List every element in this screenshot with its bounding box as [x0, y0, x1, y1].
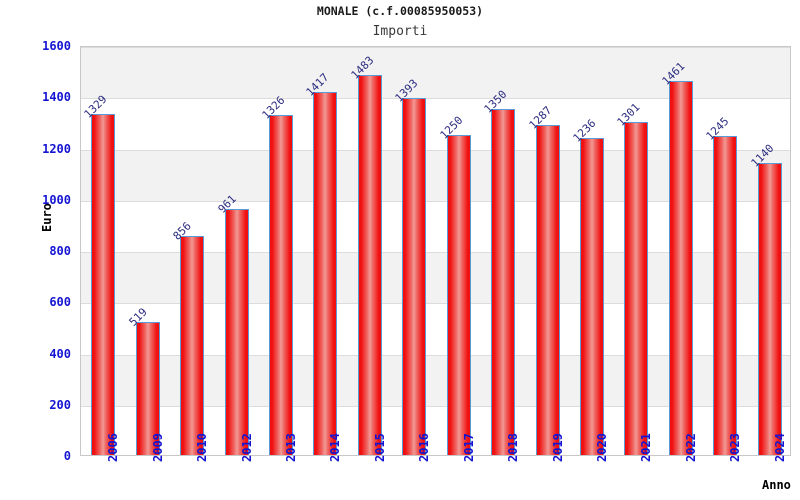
x-axis-title: Anno	[762, 478, 791, 492]
y-axis-tick: 1000	[42, 192, 71, 207]
gridline	[81, 201, 790, 202]
x-axis-tick: 2020	[595, 433, 610, 462]
x-axis-tick: 2024	[772, 433, 787, 462]
bar[interactable]	[313, 91, 338, 455]
x-axis-tick: 2009	[150, 433, 165, 462]
gridline	[81, 252, 790, 253]
bar[interactable]	[535, 125, 560, 455]
x-axis-tick: 2010	[195, 433, 210, 462]
x-axis-tick: 2019	[550, 433, 565, 462]
y-axis-tick: 1600	[42, 39, 71, 53]
x-axis-tick: 2006	[106, 433, 121, 462]
bar[interactable]	[91, 114, 116, 455]
bar[interactable]	[491, 109, 516, 455]
y-axis-tick: 600	[49, 295, 71, 310]
chart-title: MONALE (c.f.00085950053)	[316, 4, 484, 18]
bar[interactable]	[268, 115, 293, 455]
y-axis-tick: 400	[49, 346, 71, 361]
bar[interactable]	[624, 121, 649, 455]
x-axis-tick: 2013	[283, 433, 298, 462]
plot-area	[80, 46, 791, 456]
x-axis-tick: 2016	[417, 433, 432, 462]
x-axis-tick: 2017	[461, 433, 476, 462]
x-axis-tick: 2018	[506, 433, 521, 462]
gridline	[81, 47, 790, 48]
gridline	[81, 150, 790, 151]
bar[interactable]	[668, 80, 693, 455]
bar[interactable]	[580, 138, 605, 455]
bar[interactable]	[180, 235, 205, 455]
x-axis-tick: 2021	[639, 433, 654, 462]
x-axis-tick: 2014	[328, 433, 343, 462]
y-axis-tick: 200	[49, 397, 71, 412]
bar[interactable]	[757, 162, 782, 455]
x-axis-tick: 2023	[728, 433, 743, 462]
bar[interactable]	[224, 208, 249, 455]
gridline	[81, 406, 790, 407]
y-axis-title: Euro	[40, 203, 54, 232]
y-axis-tick: 1200	[42, 141, 71, 156]
gridline	[81, 98, 790, 99]
y-axis-tick: 800	[49, 244, 71, 258]
gridline	[81, 303, 790, 304]
y-axis-tick: 0	[63, 449, 71, 463]
bar[interactable]	[402, 98, 427, 455]
x-axis-tick: 2015	[372, 433, 387, 462]
chart-subtitle: Importi	[372, 24, 428, 39]
x-axis-tick: 2012	[239, 433, 254, 462]
bar[interactable]	[446, 134, 471, 455]
x-axis-tick: 2022	[683, 433, 698, 462]
y-axis-tick: 1400	[42, 90, 71, 105]
bar[interactable]	[135, 322, 160, 455]
bar[interactable]	[713, 135, 738, 455]
gridline	[81, 355, 790, 356]
bar[interactable]	[357, 74, 382, 455]
